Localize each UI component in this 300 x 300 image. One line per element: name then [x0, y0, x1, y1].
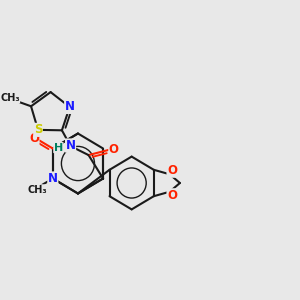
Text: O: O [167, 189, 177, 202]
Text: CH₃: CH₃ [0, 93, 20, 103]
Text: N: N [48, 172, 58, 185]
Text: CH₃: CH₃ [28, 185, 47, 195]
Text: S: S [34, 123, 42, 136]
Text: O: O [109, 143, 119, 156]
Text: O: O [167, 164, 177, 177]
Text: H: H [54, 142, 63, 153]
Text: O: O [29, 132, 39, 145]
Text: N: N [66, 139, 76, 152]
Text: N: N [65, 100, 75, 113]
